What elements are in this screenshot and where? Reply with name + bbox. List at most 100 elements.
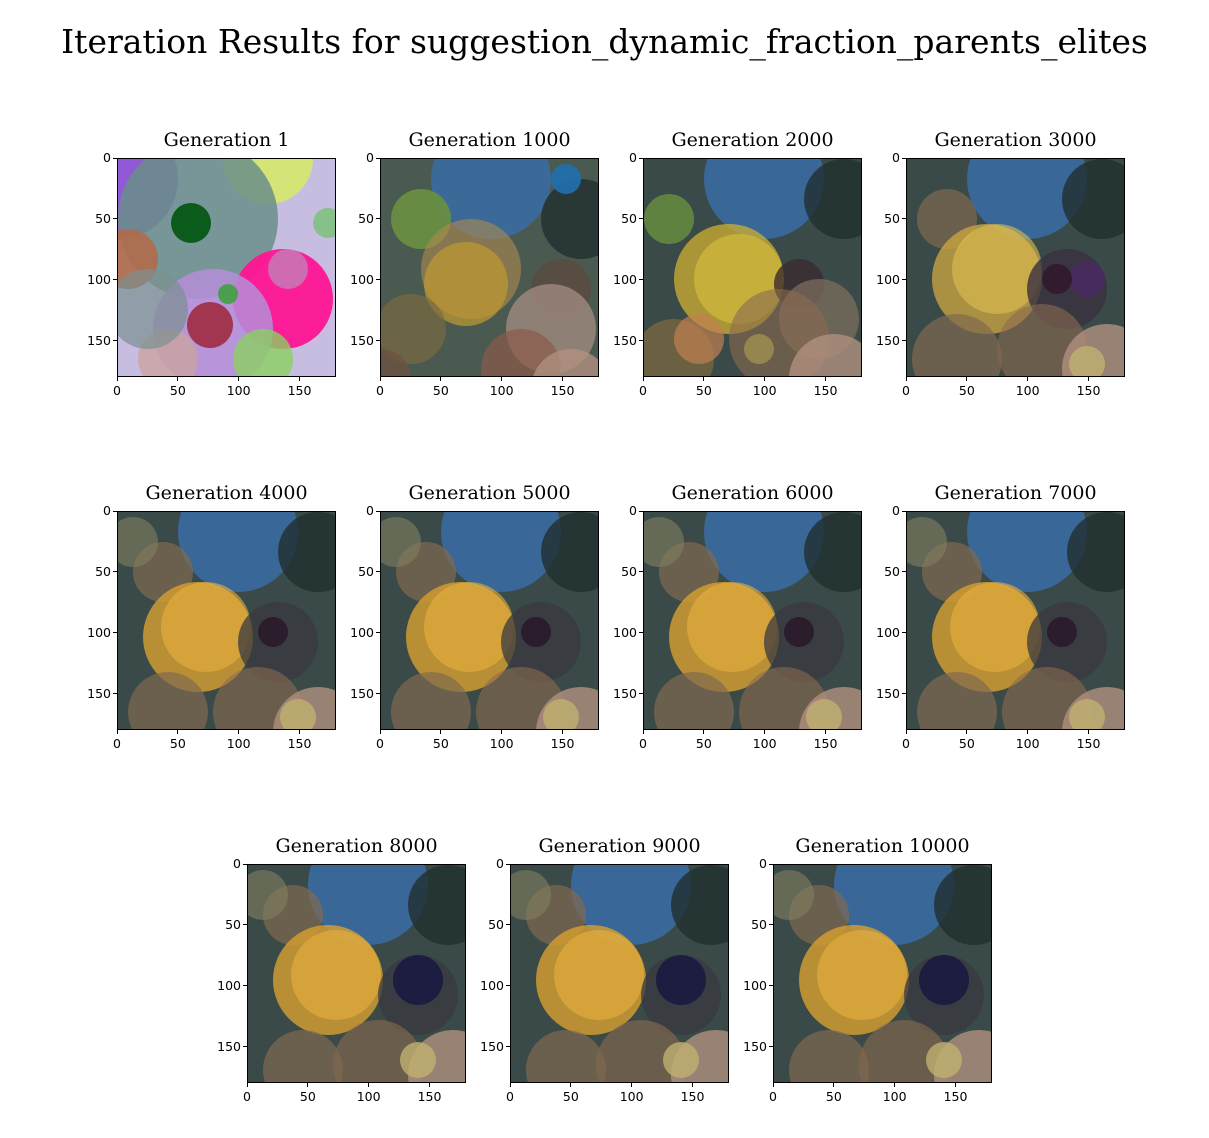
- x-tick-label: 150: [1076, 383, 1101, 398]
- y-tick: [769, 924, 773, 926]
- y-tick-label: 100: [613, 271, 637, 287]
- circle-shape: [644, 517, 684, 567]
- x-tick-label: 50: [169, 383, 186, 398]
- x-tick: [368, 1083, 370, 1087]
- circle-shape: [533, 349, 598, 376]
- x-tick-label: 150: [550, 736, 575, 751]
- y-tick-label: 0: [759, 856, 767, 871]
- circle-shape: [789, 1030, 869, 1082]
- y-tick-label: 0: [366, 503, 374, 518]
- x-tick: [642, 377, 644, 381]
- y-tick: [113, 218, 117, 220]
- y-tick-label: 100: [480, 977, 504, 993]
- y-tick: [639, 510, 643, 512]
- circle-shape: [187, 302, 233, 348]
- circle-shape: [571, 865, 691, 945]
- y-tick: [902, 218, 906, 220]
- y-tick-label: 150: [743, 1038, 767, 1054]
- y-tick-label: 50: [884, 210, 900, 226]
- circle-shape: [744, 334, 774, 364]
- y-tick: [902, 340, 906, 341]
- x-tick: [379, 377, 381, 381]
- y-tick-label: 150: [613, 685, 637, 701]
- circle-shape: [543, 699, 579, 729]
- x-tick-label: 50: [958, 736, 975, 751]
- x-tick: [509, 1083, 511, 1087]
- y-tick-label: 50: [95, 563, 111, 579]
- x-tick: [299, 377, 300, 381]
- circle-shape: [1042, 264, 1072, 294]
- x-tick-label: 50: [169, 736, 186, 751]
- x-tick: [440, 377, 442, 381]
- circle-shape: [859, 1020, 949, 1082]
- circle-shape: [671, 865, 728, 945]
- y-tick-label: 100: [87, 624, 111, 640]
- circle-shape: [774, 870, 814, 920]
- x-tick-label: 100: [752, 736, 777, 751]
- circle-shape: [511, 870, 551, 920]
- circle-shape: [263, 1030, 343, 1082]
- x-tick: [429, 1083, 430, 1087]
- circle-shape: [804, 159, 861, 239]
- y-tick-label: 150: [613, 332, 637, 348]
- circle-shape: [806, 699, 842, 729]
- circle-shape: [521, 617, 551, 647]
- circle-shape: [258, 617, 288, 647]
- y-tick-label: 150: [87, 332, 111, 348]
- x-tick: [238, 377, 240, 381]
- x-tick-label: 100: [1015, 736, 1040, 751]
- circle-shape: [424, 242, 508, 326]
- x-tick-label: 0: [506, 1089, 514, 1104]
- circle-composition: [118, 159, 335, 376]
- y-tick: [506, 863, 510, 865]
- x-tick-label: 0: [113, 383, 121, 398]
- x-tick: [905, 377, 907, 381]
- panel-title: Generation 10000: [795, 835, 970, 857]
- circle-composition: [644, 512, 861, 729]
- evolved-image: [906, 158, 1125, 377]
- circle-shape: [784, 617, 814, 647]
- y-tick: [769, 863, 773, 865]
- x-tick-label: 150: [287, 736, 312, 751]
- circle-shape: [118, 269, 188, 349]
- x-tick: [116, 377, 118, 381]
- y-tick-label: 0: [629, 503, 637, 518]
- x-tick: [116, 730, 118, 734]
- circle-shape: [431, 159, 551, 239]
- circle-shape: [596, 1020, 686, 1082]
- y-tick-label: 150: [876, 685, 900, 701]
- panel-title: Generation 8000: [275, 835, 438, 857]
- x-tick-label: 100: [356, 1089, 381, 1104]
- y-tick: [113, 279, 117, 281]
- y-tick: [376, 218, 380, 220]
- x-tick-label: 50: [825, 1089, 842, 1104]
- x-tick: [642, 730, 644, 734]
- circle-shape: [1067, 512, 1124, 592]
- circle-shape: [644, 194, 694, 244]
- x-tick-label: 0: [113, 736, 121, 751]
- x-tick: [562, 730, 563, 734]
- evolved-image: [117, 158, 336, 377]
- x-tick: [692, 1083, 693, 1087]
- y-tick: [376, 279, 380, 281]
- circle-shape: [656, 955, 706, 1005]
- y-tick: [902, 510, 906, 512]
- y-tick: [639, 279, 643, 281]
- circle-shape: [704, 512, 824, 592]
- x-tick: [1088, 377, 1089, 381]
- circle-shape: [551, 164, 581, 194]
- y-tick: [639, 340, 643, 341]
- panel-title: Generation 5000: [408, 482, 571, 504]
- circle-shape: [1069, 261, 1105, 297]
- circle-shape: [526, 1030, 606, 1082]
- figure-title: Iteration Results for suggestion_dynamic…: [61, 22, 1148, 61]
- y-tick-label: 150: [350, 332, 374, 348]
- circle-shape: [704, 159, 824, 239]
- x-tick: [570, 1083, 572, 1087]
- circle-shape: [687, 582, 777, 672]
- x-tick: [966, 377, 968, 381]
- circle-shape: [789, 334, 861, 376]
- y-tick: [243, 863, 247, 865]
- circle-shape: [408, 865, 465, 945]
- x-tick-label: 100: [226, 736, 251, 751]
